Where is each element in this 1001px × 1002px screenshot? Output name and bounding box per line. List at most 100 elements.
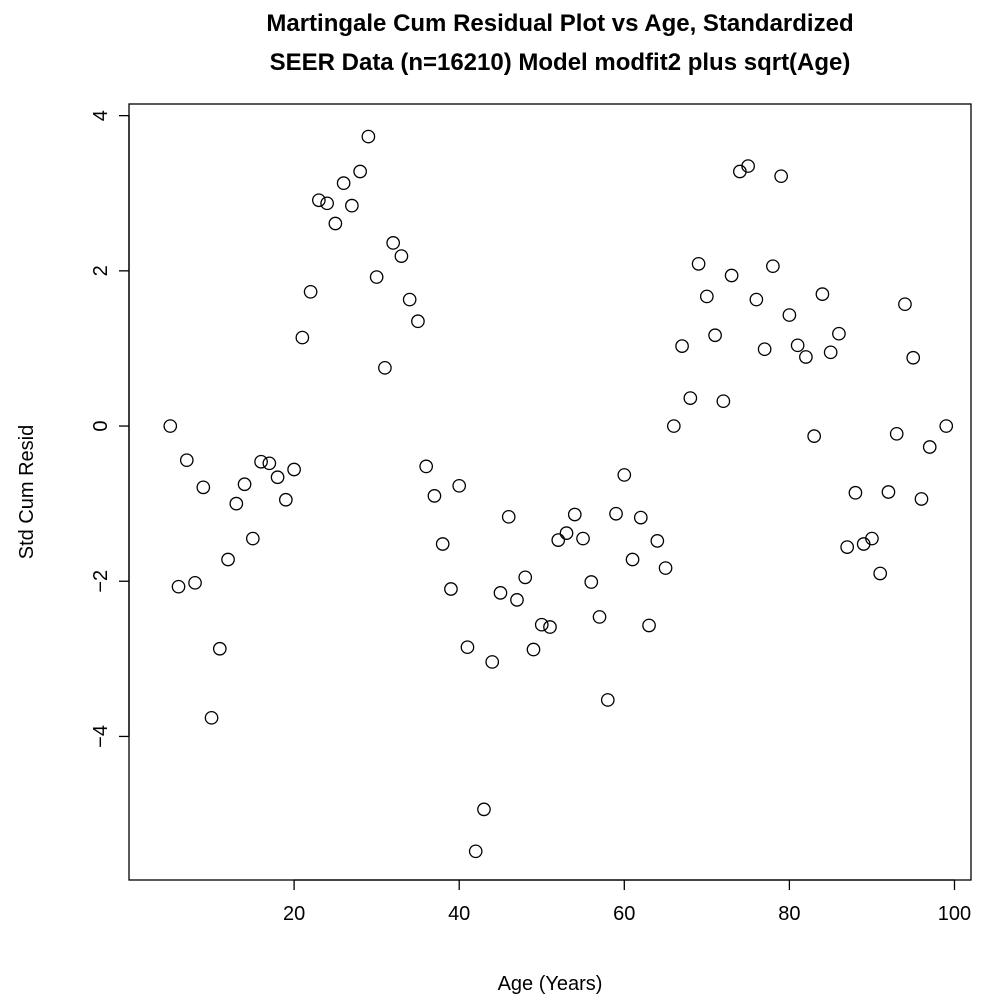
data-point <box>683 391 698 405</box>
data-point <box>716 394 731 409</box>
plot-frame <box>128 103 972 881</box>
data-point <box>592 610 607 624</box>
data-point <box>221 552 235 567</box>
data-point <box>245 531 260 546</box>
chart-title-line-1: Martingale Cum Residual Plot vs Age, Sta… <box>266 10 853 37</box>
data-point <box>444 582 458 596</box>
x-tick-label: 40 <box>448 903 470 925</box>
data-point <box>493 586 508 600</box>
data-point <box>345 198 359 213</box>
y-tick-label: 2 <box>90 265 112 276</box>
x-tick-label: 100 <box>938 903 971 925</box>
data-point <box>617 468 632 482</box>
data-point <box>840 540 855 554</box>
data-point <box>270 470 285 485</box>
data-point <box>526 642 541 657</box>
data-point <box>815 287 830 301</box>
data-point <box>278 492 293 507</box>
data-point <box>188 575 202 590</box>
data-point <box>766 259 780 274</box>
data-point <box>782 308 797 322</box>
y-tick-label: −4 <box>90 725 112 748</box>
data-point <box>543 620 557 634</box>
data-point <box>204 710 219 725</box>
data-point <box>741 159 755 173</box>
data-point <box>411 314 425 329</box>
data-point <box>848 485 863 500</box>
data-point <box>658 561 673 575</box>
data-point <box>419 459 434 474</box>
y-axis: −4 −2 0 2 4 <box>90 110 130 748</box>
data-points <box>163 129 954 859</box>
y-tick-label: −2 <box>90 570 112 593</box>
data-point <box>254 454 268 469</box>
y-tick-label: 0 <box>90 420 112 431</box>
data-point <box>939 419 954 433</box>
data-point <box>625 552 640 567</box>
data-point <box>229 496 244 511</box>
y-tick-label: 4 <box>90 110 112 121</box>
data-point <box>378 360 392 375</box>
data-point <box>518 570 533 585</box>
data-point <box>675 339 689 353</box>
data-point <box>468 844 483 859</box>
data-point <box>600 693 615 707</box>
data-point <box>435 537 450 551</box>
y-axis-label: Std Cum Resid <box>16 425 38 560</box>
data-point <box>633 510 648 525</box>
data-point <box>295 330 310 345</box>
data-point <box>262 456 277 471</box>
data-point <box>163 419 178 433</box>
data-point <box>889 426 904 441</box>
data-point <box>757 342 772 357</box>
data-point <box>609 506 623 521</box>
data-point <box>666 419 681 433</box>
data-point <box>567 507 582 522</box>
data-point <box>799 350 813 364</box>
data-point <box>369 270 384 284</box>
data-point <box>510 593 524 607</box>
data-point <box>774 169 788 184</box>
data-point <box>427 489 442 503</box>
data-point <box>642 618 656 633</box>
data-point <box>402 292 417 307</box>
data-point <box>320 196 334 211</box>
data-point <box>237 477 252 492</box>
data-point <box>832 326 846 341</box>
data-point <box>584 575 599 589</box>
data-point <box>922 440 937 454</box>
data-point <box>724 268 739 283</box>
data-point <box>485 655 500 669</box>
x-tick-label: 60 <box>613 903 635 925</box>
x-axis-label: Age (Years) <box>498 973 603 995</box>
data-point <box>336 176 351 191</box>
data-point <box>501 509 516 524</box>
data-point <box>807 429 822 443</box>
x-tick-label: 20 <box>283 903 305 925</box>
data-point <box>691 257 706 271</box>
chart-title-line-2: SEER Data (n=16210) Model modfit2 plus s… <box>270 49 851 76</box>
data-point <box>287 462 301 477</box>
data-point <box>898 297 912 312</box>
data-point <box>353 164 367 179</box>
data-point <box>196 480 211 495</box>
x-tick-label: 80 <box>778 903 800 925</box>
data-point <box>386 236 401 250</box>
data-point <box>452 478 467 493</box>
data-point <box>212 641 227 656</box>
data-point <box>312 193 326 208</box>
data-point <box>881 485 896 499</box>
x-axis: 20 40 60 80 100 <box>283 879 971 925</box>
data-point <box>749 292 764 307</box>
data-point <box>460 640 475 655</box>
data-point <box>361 129 376 144</box>
data-point <box>708 328 722 343</box>
data-point <box>650 534 665 548</box>
data-point <box>477 802 491 817</box>
data-point <box>906 350 921 365</box>
data-point <box>559 526 574 540</box>
data-point <box>551 533 566 547</box>
data-point <box>534 617 549 632</box>
data-point <box>171 579 186 594</box>
